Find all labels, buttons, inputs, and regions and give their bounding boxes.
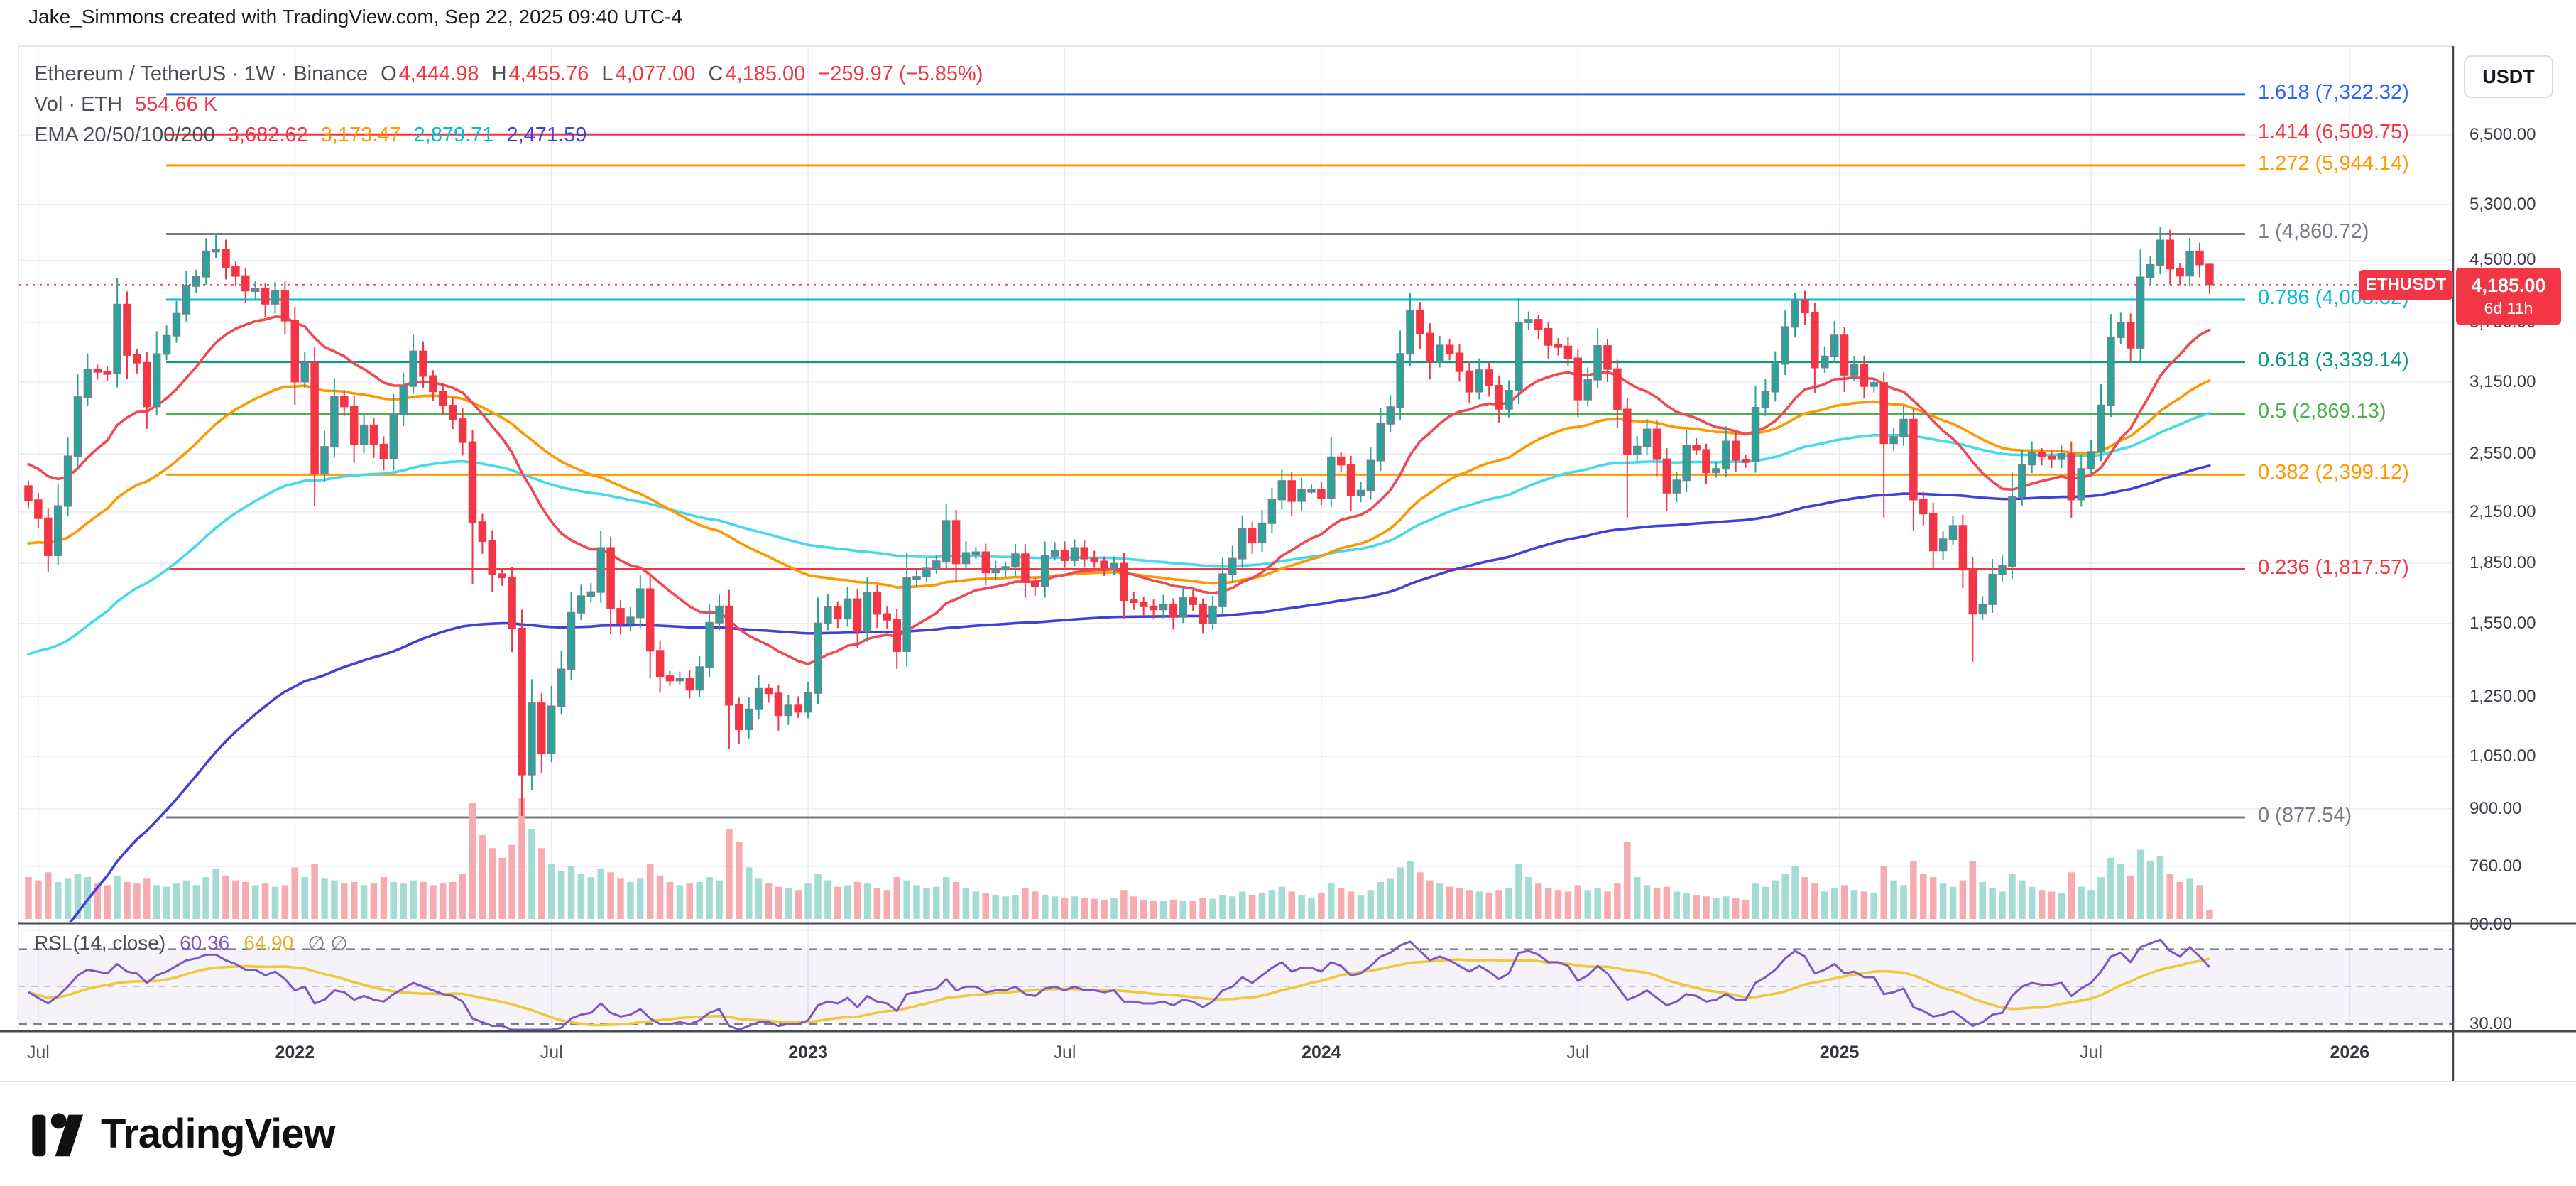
time-tick-label: Jul <box>1053 1043 1076 1062</box>
symbol-price-badge: ETHUSDT <box>2359 270 2453 300</box>
last-price-axis-label: 4,185.00 6d 11h <box>2456 268 2561 325</box>
time-tick-label: Jul <box>1566 1043 1590 1062</box>
ema-legend-value: 3,173.47 <box>320 124 401 146</box>
price-tick-label: 5,300.00 <box>2469 194 2536 214</box>
fib-level-label: 1.618 (7,322.32) <box>2258 80 2409 104</box>
candlesticks <box>24 227 2214 817</box>
ema-values: 3,682.62 3,173.47 2,879.71 2,471.59 <box>228 124 587 147</box>
rsi-title: RSI (14, close) <box>34 932 166 954</box>
time-tick-label: 2022 <box>275 1043 315 1062</box>
tradingview-logo-icon <box>32 1113 84 1157</box>
rsi-ma-value: 64.90 <box>244 932 294 954</box>
fib-level-label: 0 (877.54) <box>2258 803 2352 827</box>
symbol-legend: Ethereum / TetherUS · 1W · Binance O 4,44… <box>34 62 983 86</box>
price-tick-label: 760.00 <box>2469 856 2522 876</box>
price-tick-label: 1,050.00 <box>2469 746 2536 766</box>
last-price-value: 4,185.00 <box>2471 274 2546 296</box>
gridlines <box>18 46 2453 1031</box>
fib-level-label: 0.618 (3,339.14) <box>2258 348 2409 371</box>
price-tick-label: 1,850.00 <box>2469 553 2536 573</box>
ohlc-open: O 4,444.98 <box>381 62 479 85</box>
bar-countdown: 6d 11h <box>2484 298 2533 317</box>
price-tick-label: 6,500.00 <box>2469 125 2536 144</box>
rsi-tick-label: 80.00 <box>2469 915 2513 934</box>
rsi-value: 60.36 <box>180 932 230 954</box>
header-credit: Jake_Simmons created with TradingView.co… <box>28 6 682 28</box>
price-tick-label: 1,250.00 <box>2469 687 2536 707</box>
price-tick-label: 4,500.00 <box>2469 250 2536 270</box>
ema-lines <box>27 315 2211 922</box>
volume-label: Vol · ETH <box>34 93 123 116</box>
fib-level-label: 0.382 (2,399.12) <box>2258 461 2409 484</box>
price-tick-label: 900.00 <box>2469 798 2522 818</box>
ohlc-close: C 4,185.00 <box>708 62 806 85</box>
ema-legend: EMA 20/50/100/200 3,682.62 3,173.47 2,879.… <box>34 124 586 147</box>
price-tick-label: 2,150.00 <box>2469 501 2536 521</box>
fib-retracement-lines <box>166 93 2245 819</box>
ema-legend-value: 2,879.71 <box>413 124 494 146</box>
currency-toggle-button[interactable]: USDT <box>2464 55 2553 98</box>
rsi-legend: RSI (14, close) 60.36 64.90 ∅ ∅ <box>34 932 348 955</box>
fib-level-label: 1.414 (6,509.75) <box>2258 121 2409 144</box>
rsi-tick-label: 30.00 <box>2469 1014 2513 1033</box>
fib-level-label: 1.272 (5,944.14) <box>2258 151 2409 175</box>
volume-bars <box>25 798 2213 919</box>
rsi-empty-inputs: ∅ ∅ <box>307 932 348 954</box>
ema-legend-value: 3,682.62 <box>227 124 308 146</box>
price-tick-label: 3,150.00 <box>2469 371 2536 391</box>
time-tick-label: Jul <box>2080 1043 2103 1062</box>
fib-level-label: 0.5 (2,869.13) <box>2258 400 2386 423</box>
symbol-title: Ethereum / TetherUS · 1W · Binance <box>34 62 369 85</box>
price-change: −259.97 (−5.85%) <box>818 62 983 85</box>
ema-legend-value: 2,471.59 <box>506 124 587 146</box>
ema-label: EMA 20/50/100/200 <box>34 124 215 146</box>
rsi-pane <box>18 938 2453 1030</box>
time-tick-label: 2024 <box>1301 1043 1341 1062</box>
time-tick-label: 2023 <box>788 1043 828 1062</box>
price-tick-label: 1,550.00 <box>2469 613 2536 633</box>
price-tick-label: 2,550.00 <box>2469 444 2536 464</box>
ohlc-high: H 4,455.76 <box>491 62 589 85</box>
time-tick-label: Jul <box>540 1043 563 1062</box>
tradingview-logo-text: TradingView <box>101 1110 336 1157</box>
time-tick-label: 2025 <box>1819 1043 1860 1062</box>
volume-value: 554.66 K <box>135 93 218 116</box>
time-tick-label: Jul <box>26 1043 50 1062</box>
fib-level-label: 0.236 (1,817.57) <box>2258 555 2409 579</box>
time-tick-label: 2026 <box>2330 1043 2370 1062</box>
tradingview-logo[interactable]: TradingView <box>27 1102 336 1165</box>
fib-level-label: 1 (4,860.72) <box>2258 220 2369 244</box>
volume-legend: Vol · ETH 554.66 K <box>34 93 217 116</box>
pane-frame <box>0 45 2576 1082</box>
ohlc-low: L 4,077.00 <box>601 62 696 85</box>
